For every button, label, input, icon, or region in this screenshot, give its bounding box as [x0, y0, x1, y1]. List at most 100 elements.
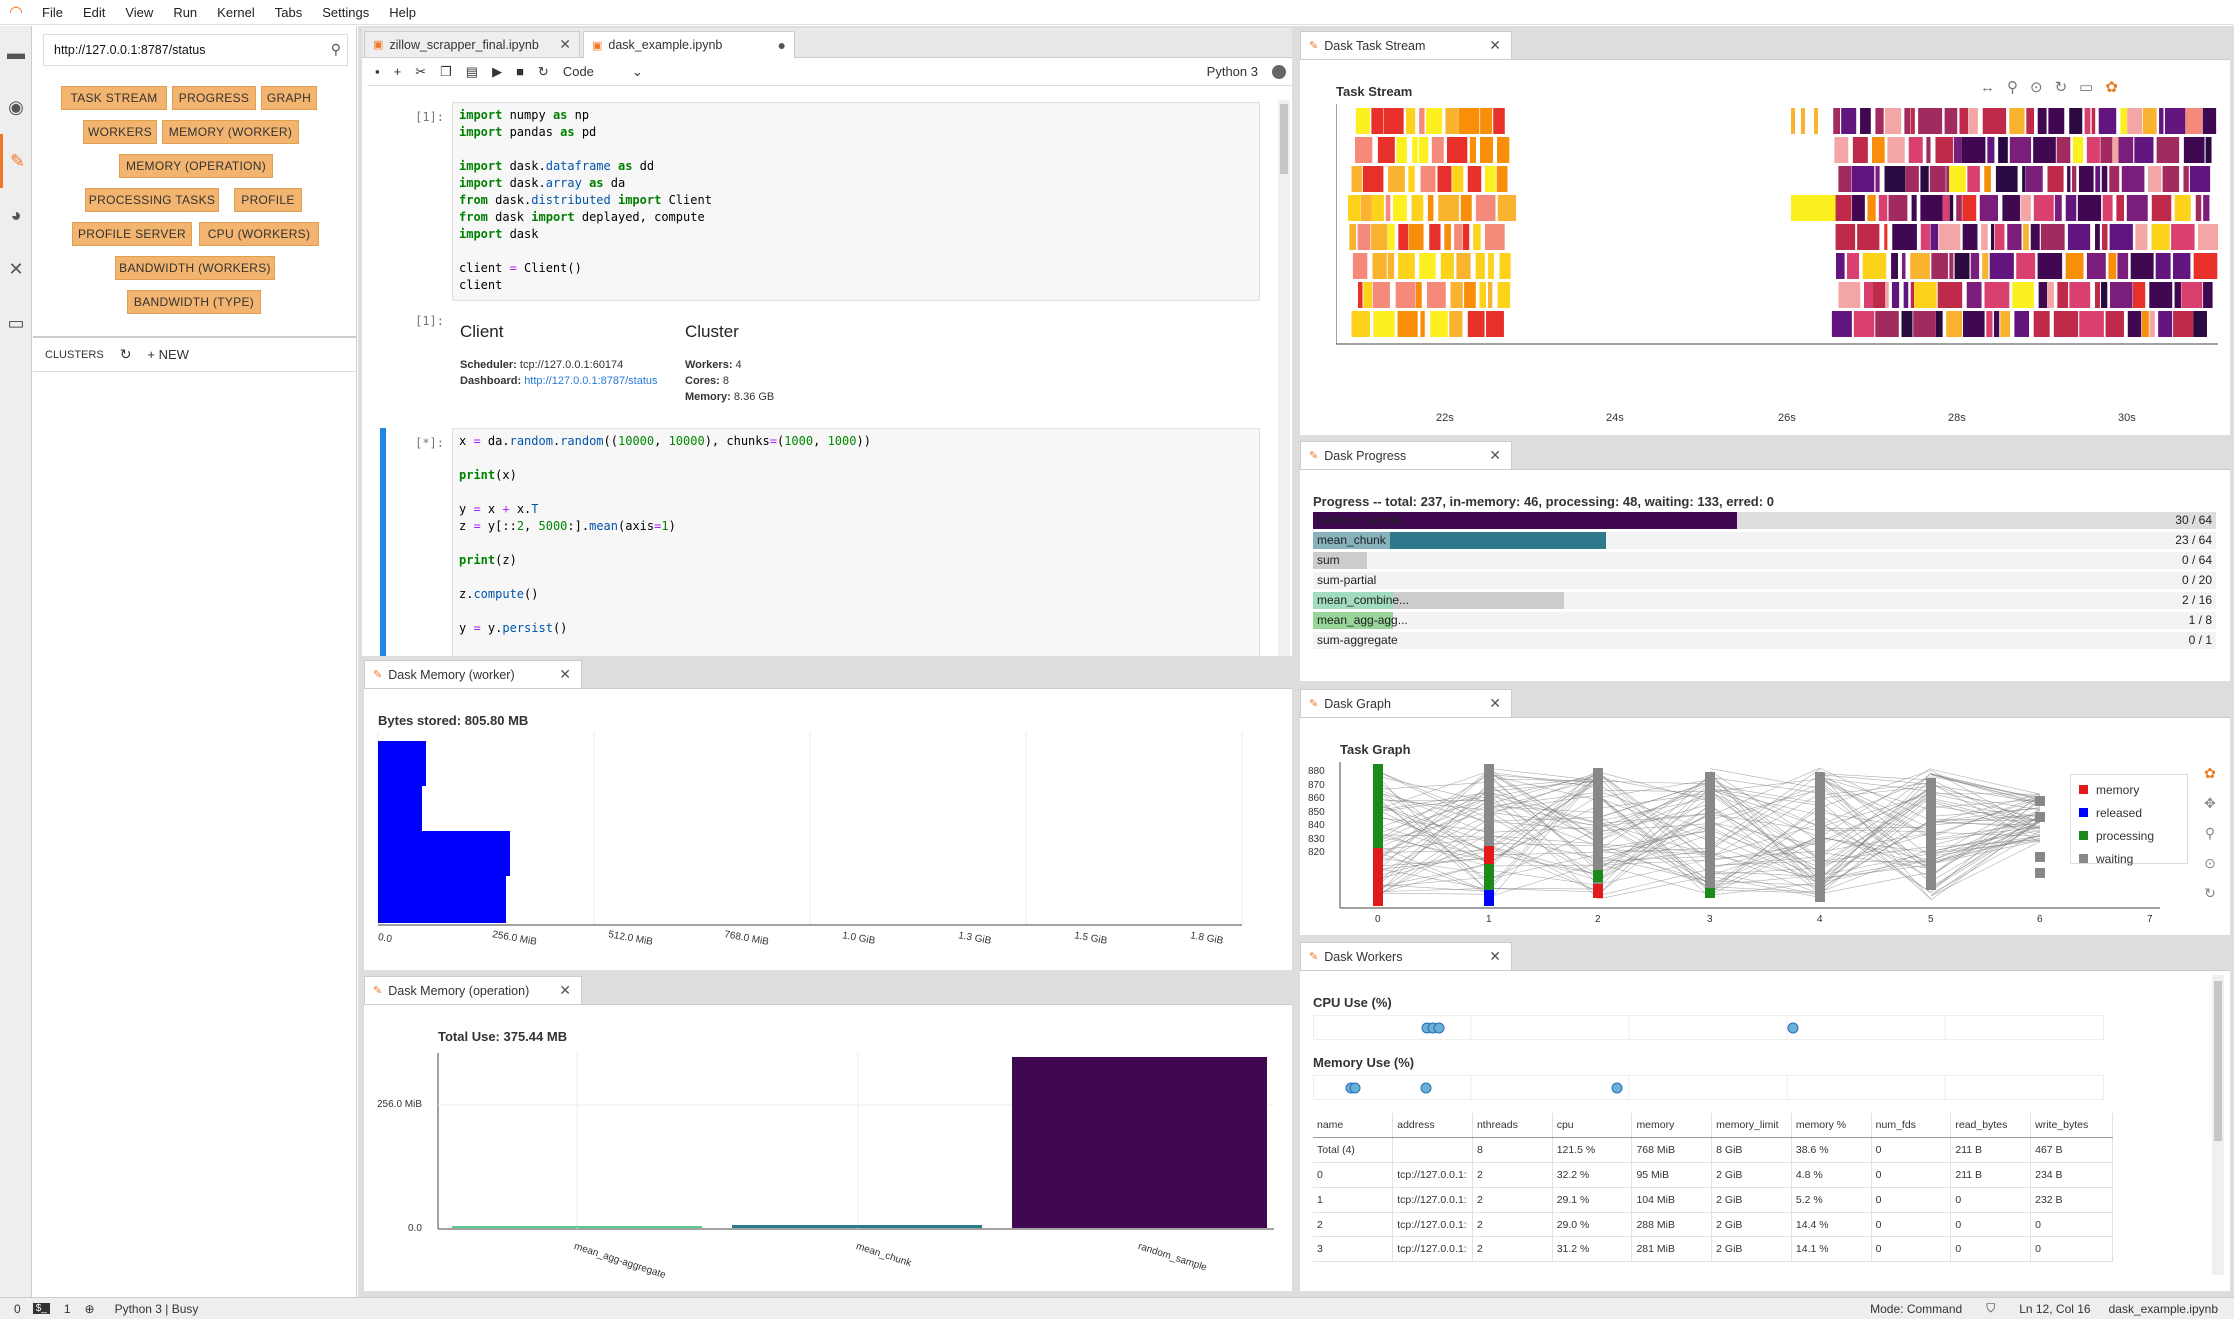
progress-tab[interactable]: ✎ Dask Progress ✕ [1300, 441, 1512, 469]
cpu-workers-button[interactable]: CPU (WORKERS) [199, 222, 319, 246]
zoom-icon[interactable]: ⚲ [2204, 825, 2216, 841]
zoom-icon[interactable]: ⚲ [2007, 79, 2030, 96]
new-cluster-button[interactable]: + NEW [147, 347, 189, 362]
bandwidth-workers-button[interactable]: BANDWIDTH (WORKERS) [115, 256, 275, 280]
kernel-status[interactable]: Python 3 | Busy [114, 1301, 199, 1316]
close-icon[interactable]: ✕ [559, 666, 571, 682]
memory-operation-tab[interactable]: ✎ Dask Memory (operation) ✕ [364, 976, 582, 1004]
legend-swatch [2079, 808, 2088, 817]
memory-operation-button[interactable]: MEMORY (OPERATION) [119, 154, 273, 178]
terminal-icon[interactable]: $_ [32, 1303, 50, 1314]
menu-view[interactable]: View [125, 4, 154, 20]
graph-edge [1819, 822, 1932, 893]
menu-kernel[interactable]: Kernel [217, 4, 255, 20]
graph-edge [1377, 790, 1490, 829]
reset-icon[interactable]: ↻ [2054, 79, 2080, 96]
running-icon[interactable]: ◉ [8, 96, 24, 117]
code-cell-1[interactable]: import numpy as np import pandas as pd i… [452, 102, 1260, 301]
column-header[interactable]: cpu [1552, 1113, 1633, 1139]
wheel-zoom-icon[interactable]: ⊙ [2030, 79, 2055, 96]
memory-worker-tab[interactable]: ✎ Dask Memory (worker) ✕ [364, 660, 582, 688]
refresh-icon[interactable]: ↻ [119, 346, 132, 362]
folder-icon[interactable]: ▬ [7, 42, 25, 63]
close-icon[interactable]: ✕ [1489, 948, 1501, 964]
menu-settings[interactable]: Settings [322, 4, 370, 20]
bandwidth-type-button[interactable]: BANDWIDTH (TYPE) [127, 290, 261, 314]
column-header[interactable]: memory % [1791, 1113, 1872, 1139]
graph-button[interactable]: GRAPH [261, 86, 317, 110]
palette-icon[interactable]: ◕ [10, 204, 22, 225]
menu-file[interactable]: File [42, 4, 63, 20]
cut-icon[interactable]: ✂ [415, 63, 427, 79]
menu-edit[interactable]: Edit [82, 4, 106, 20]
cell-type-select[interactable]: Code ⌄ [563, 64, 643, 80]
workers-tab[interactable]: ✎ Dask Workers ✕ [1300, 942, 1512, 970]
tab-zillow[interactable]: ▣ zillow_scrapper_final.ipynb ✕ [364, 31, 580, 57]
cursor-position[interactable]: Ln 12, Col 16 [2019, 1301, 2091, 1316]
task-stream-button[interactable]: TASK STREAM [61, 86, 167, 110]
column-header[interactable]: write_bytes [2030, 1113, 2113, 1139]
restart-icon[interactable]: ↻ [537, 63, 549, 79]
add-cell-icon[interactable]: + [393, 64, 402, 79]
unsaved-dot-icon[interactable]: ● [777, 37, 786, 53]
workers-scroll-thumb[interactable] [2214, 981, 2222, 1141]
column-header[interactable]: memory [1631, 1113, 1713, 1139]
column-header[interactable]: nthreads [1472, 1113, 1553, 1139]
dashboard-url-input[interactable]: http://127.0.0.1:8787/status ⚲ [43, 34, 348, 66]
search-icon[interactable]: ⚲ [330, 41, 341, 57]
workers-scrollbar[interactable] [2212, 975, 2224, 1275]
kernel-name[interactable]: Python 3 [1206, 64, 1258, 79]
processing-tasks-button[interactable]: PROCESSING TASKS [85, 188, 219, 212]
progress-tab-label: Dask Progress [1324, 448, 1407, 463]
column-header[interactable]: address [1392, 1113, 1473, 1139]
graph-edge [1819, 790, 1932, 878]
close-icon[interactable]: ✕ [1489, 695, 1501, 711]
run-icon[interactable]: ▶ [492, 63, 503, 79]
memory-worker-button[interactable]: MEMORY (WORKER) [162, 120, 299, 144]
pan-icon[interactable]: ✥ [2204, 795, 2216, 811]
pan-icon[interactable]: ↔ [1980, 79, 2007, 96]
stop-icon[interactable]: ■ [516, 64, 524, 79]
y-tick-label: 860 [1308, 793, 1325, 804]
kernel-icon[interactable]: ⊕ [84, 1301, 95, 1316]
code-cell-3[interactable]: x = da.random.random((10000, 10000), chu… [452, 428, 1260, 656]
progress-button[interactable]: PROGRESS [172, 86, 256, 110]
close-icon[interactable]: ✕ [559, 36, 571, 52]
close-icon[interactable]: ✕ [559, 982, 571, 998]
profile-server-button[interactable]: PROFILE SERVER [72, 222, 192, 246]
column-header[interactable]: name [1313, 1113, 1394, 1139]
close-icon[interactable]: ✕ [1489, 447, 1501, 463]
tab-dask-example[interactable]: ▣ dask_example.ipynb ● [583, 31, 795, 58]
task-bar [1415, 282, 1422, 308]
task-bar [1463, 224, 1470, 250]
task-stream-tab[interactable]: ✎ Dask Task Stream ✕ [1300, 31, 1512, 59]
task-bar [1875, 108, 1884, 134]
notebook-scroll-thumb[interactable] [1280, 104, 1288, 174]
save-icon[interactable]: ▪ [375, 64, 380, 79]
workers-button[interactable]: WORKERS [83, 120, 157, 144]
hover-icon[interactable]: ▭ [2079, 79, 2106, 96]
task-graph-tab[interactable]: ✎ Dask Graph ✕ [1300, 689, 1512, 717]
tabs-icon[interactable]: ▭ [7, 312, 25, 333]
menu-help[interactable]: Help [389, 4, 416, 20]
dask-icon: ✎ [373, 985, 383, 997]
profile-button[interactable]: PROFILE [234, 188, 302, 212]
task-bar [1831, 311, 1852, 337]
graph-node [1484, 890, 1494, 906]
dask-icon[interactable]: ✎ [0, 134, 32, 188]
wheel-zoom-icon[interactable]: ⊙ [2204, 855, 2216, 871]
notebook-scrollbar[interactable] [1278, 100, 1290, 656]
dashboard-link[interactable]: http://127.0.0.1:8787/status [524, 375, 658, 387]
menu-run[interactable]: Run [173, 4, 198, 20]
reset-icon[interactable]: ↻ [2204, 885, 2216, 901]
copy-icon[interactable]: ❐ [440, 63, 452, 79]
graph-edge [1488, 769, 1599, 888]
column-header[interactable]: read_bytes [1950, 1113, 2032, 1139]
paste-icon[interactable]: ▤ [465, 63, 479, 79]
wrench-icon[interactable]: ✕ [8, 258, 24, 279]
column-header[interactable]: memory_limit [1711, 1113, 1792, 1139]
menu-tabs[interactable]: Tabs [274, 4, 303, 20]
column-header[interactable]: num_fds [1871, 1113, 1952, 1139]
table-cell: 104 MiB [1631, 1187, 1713, 1213]
close-icon[interactable]: ✕ [1489, 37, 1501, 53]
